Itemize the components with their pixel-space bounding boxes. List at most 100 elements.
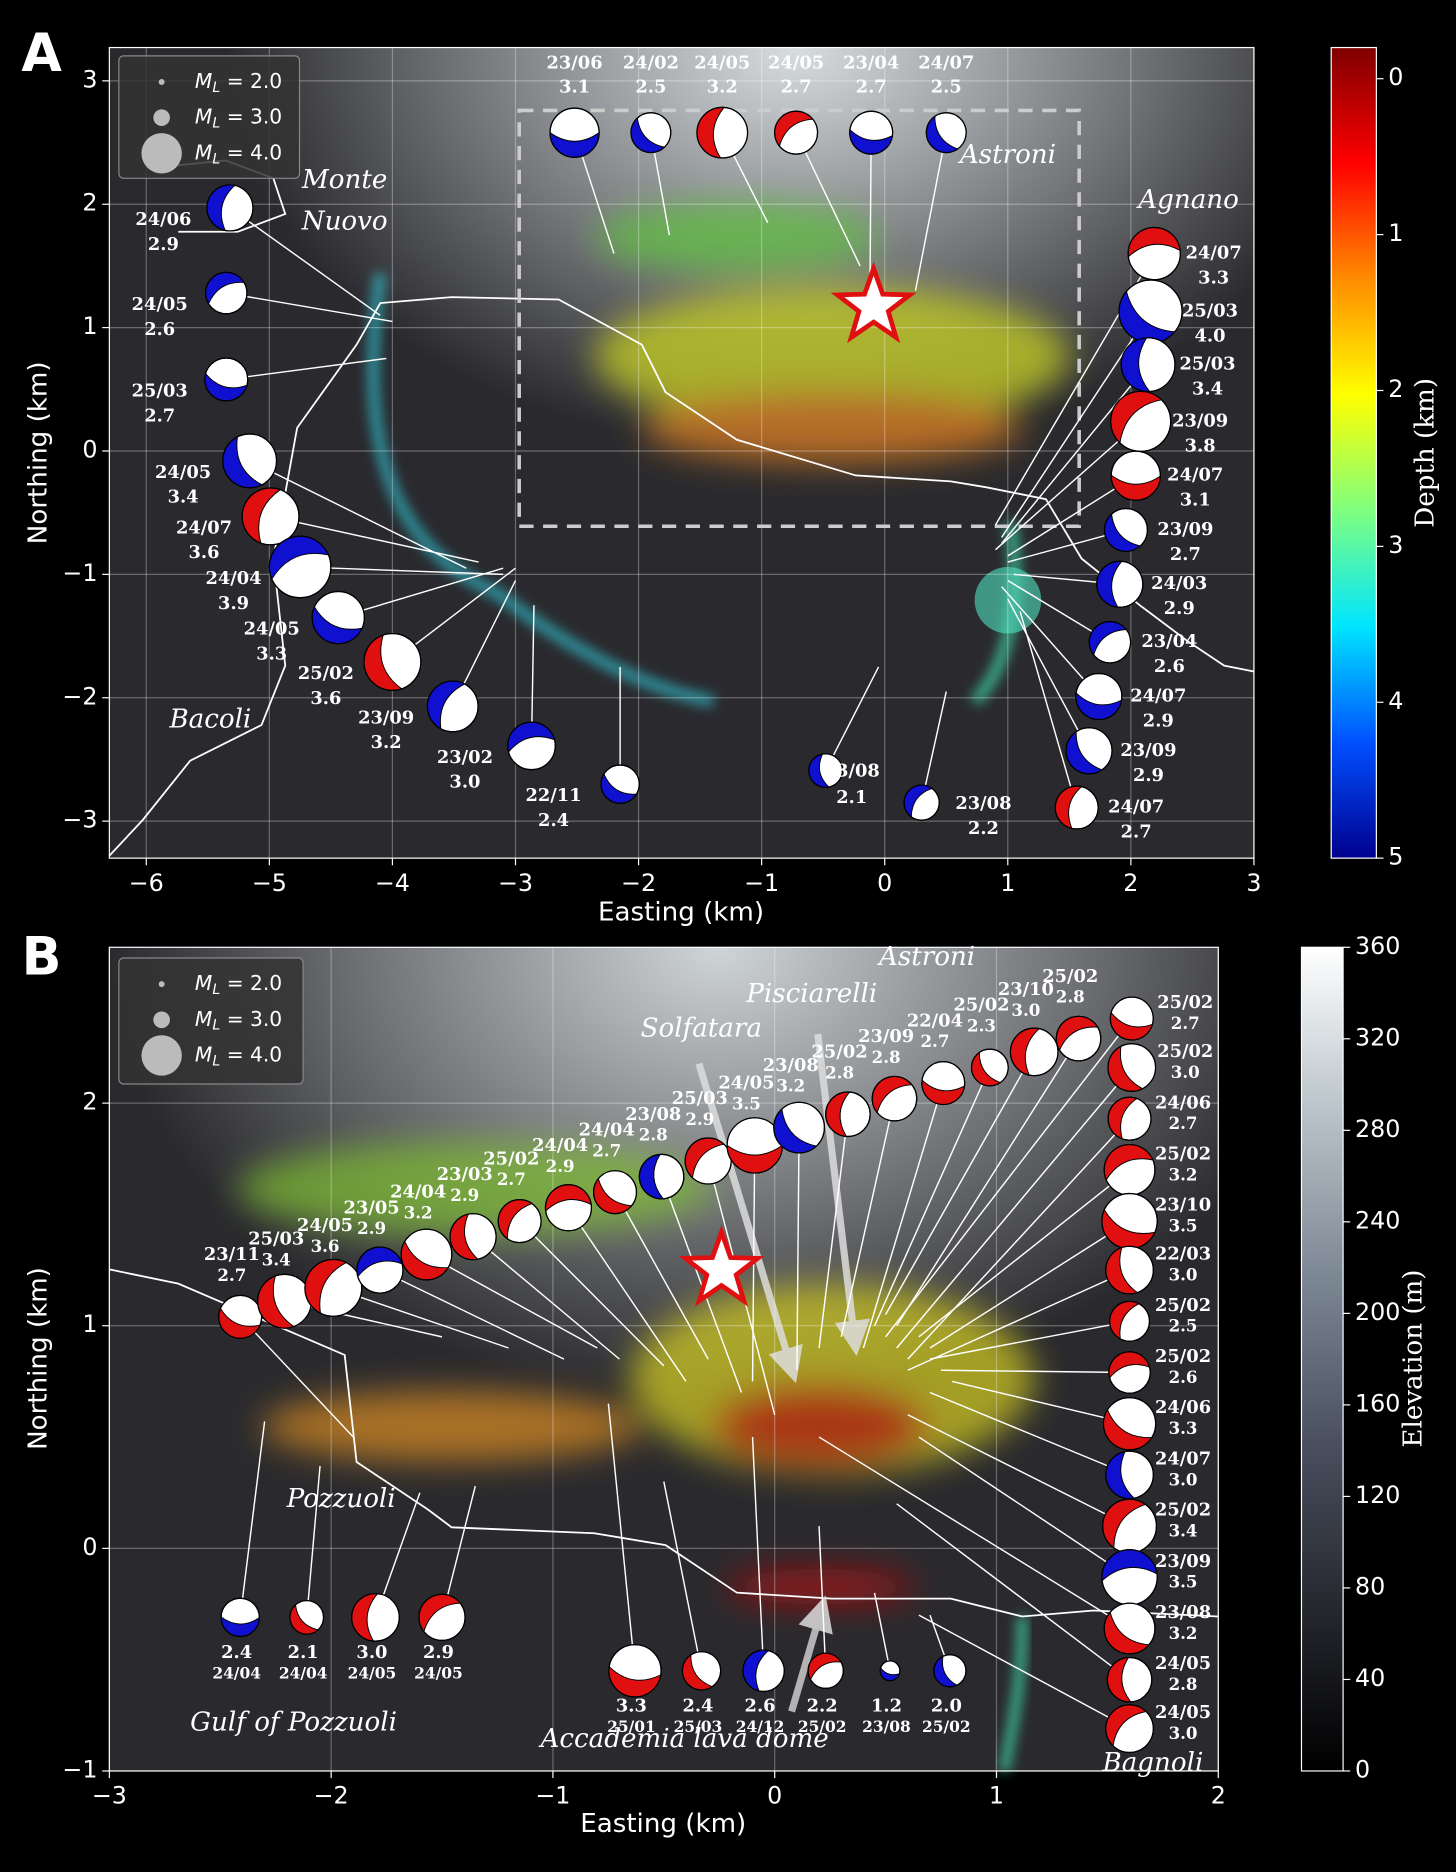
focal-mechanisms: 23/112.725/033.424/053.623/052.924/043.2… (204, 966, 1213, 1754)
panel-b: −3 −2 −1 0 1 2 −1 0 1 2 Easting (km) Northing (km) B… (22, 926, 1429, 1839)
event-label: 24/06 (1155, 1092, 1211, 1113)
y-tick-label: −1 (62, 1755, 97, 1783)
leader-line (896, 1067, 1133, 1349)
colorbar-tick-label: 1 (1388, 219, 1403, 247)
leader-line (229, 207, 381, 316)
event-label: 2.4 (682, 1695, 713, 1716)
leader-line (239, 1316, 354, 1438)
event-label: 2.9 (148, 234, 179, 255)
legend-label: ML = 3.0 (195, 104, 282, 131)
leader-line (607, 1403, 636, 1671)
event-label: 24/03 (1151, 573, 1207, 594)
leader-line (929, 1320, 1130, 1360)
event-label: 2.7 (1171, 1013, 1200, 1033)
event-label: 23/02 (437, 747, 493, 768)
colorbar-label: Elevation (m) (1398, 1269, 1428, 1447)
event-label: 23/08 (625, 1104, 681, 1125)
y-axis-label: Northing (km) (24, 1267, 54, 1450)
place-name: Pisciarelli (745, 979, 877, 1009)
leader-line (862, 1082, 944, 1349)
beachball-outline (1107, 1043, 1157, 1092)
event-label: 24/05 (297, 1215, 353, 1236)
leader-line (567, 1207, 687, 1382)
event-label: 25/03 (248, 1228, 304, 1249)
leader-line (519, 1220, 665, 1367)
legend-symbol: M (195, 104, 212, 128)
event-label: 2.0 (931, 1695, 962, 1716)
axes-frame (108, 946, 1219, 1772)
beachball-outline (1103, 1602, 1156, 1655)
event-label: 3.3 (616, 1695, 647, 1716)
event-label: 24/04 (206, 568, 262, 589)
beachball-outline (1103, 507, 1148, 553)
event-label: 2.6 (745, 1695, 776, 1716)
beachball-outline (825, 1091, 871, 1138)
leader-line (918, 1614, 1130, 1730)
arrow (788, 1595, 833, 1713)
x-tick-label: −2 (314, 1782, 349, 1810)
x-tick-label: −1 (535, 1782, 570, 1810)
beachball-outline (608, 1644, 662, 1698)
x-axis-label: Easting (km) (598, 897, 764, 927)
event-label: 2.7 (920, 1031, 949, 1051)
x-tick-label: −1 (744, 869, 779, 897)
colorbar (1300, 946, 1344, 1772)
beachball-outline (592, 1170, 638, 1215)
event-label: 23/08 (955, 793, 1011, 814)
colorbar-tick-label: 0 (1355, 1755, 1370, 1783)
event-label: 2.7 (781, 77, 812, 98)
beachball-outline (204, 357, 249, 402)
event-label: 23/11 (204, 1244, 260, 1265)
event-label: 4.0 (1194, 326, 1225, 347)
leader-line (907, 1269, 1130, 1371)
beachball-outline (1120, 337, 1176, 393)
event-label: 3.2 (707, 77, 738, 98)
leader-line (914, 132, 947, 291)
leader-line (1019, 611, 1078, 808)
leader-line (818, 1114, 849, 1349)
beachball-outline (600, 764, 640, 804)
event-label: 3.3 (256, 643, 287, 664)
event-label: 23/09 (1157, 519, 1213, 540)
event-label: 24/05 (768, 53, 824, 74)
y-tick-label: 0 (82, 435, 97, 463)
leader-line (751, 1437, 765, 1671)
event-label: 25/03 (672, 1088, 728, 1109)
event-label: 2.1 (836, 787, 867, 808)
event-label: 2.4 (221, 1642, 252, 1663)
map-background (109, 47, 1254, 859)
event-label: 3.0 (356, 1642, 387, 1663)
event-label: 3.1 (1180, 490, 1211, 511)
event-label: 24/07 (1186, 243, 1242, 264)
event-label: 23/09 (1172, 410, 1228, 431)
leader-line (239, 1421, 266, 1618)
leader-line (896, 1503, 1131, 1681)
leader-line (270, 515, 479, 563)
legend-label: ML = 4.0 (195, 1042, 282, 1069)
star-marker (678, 1224, 765, 1307)
x-tick-label: −4 (375, 869, 410, 897)
event-label: 2.8 (872, 1047, 901, 1067)
event-label: 24/05 (1155, 1702, 1211, 1723)
place-name: Monte (301, 165, 387, 195)
event-label: 25/02 (1157, 1041, 1213, 1062)
arrow (695, 1062, 803, 1384)
colorbar-tick-label: 3 (1388, 531, 1403, 559)
leader-line (249, 460, 467, 569)
event-label: 3.2 (404, 1203, 433, 1223)
beachball-outline (638, 1153, 685, 1200)
leader-line (873, 1067, 991, 1327)
x-tick-label: 2 (1211, 1782, 1226, 1810)
event-label: 25/01 (607, 1717, 656, 1736)
legend-text: = 3.0 (220, 104, 282, 128)
y-tick-label: 1 (82, 312, 97, 340)
colorbar-tick-label: 240 (1355, 1206, 1400, 1234)
event-label: 24/06 (135, 209, 191, 230)
event-label: 2.9 (450, 1185, 479, 1205)
colorbar-tick-label: 40 (1355, 1664, 1385, 1692)
beachball-outline (418, 1593, 466, 1641)
event-label: 2.7 (1170, 544, 1201, 565)
beachball-outline (1105, 1245, 1154, 1295)
beachball-outline (507, 721, 556, 771)
place-name: Gulf of Pozzuoli (190, 1708, 397, 1738)
